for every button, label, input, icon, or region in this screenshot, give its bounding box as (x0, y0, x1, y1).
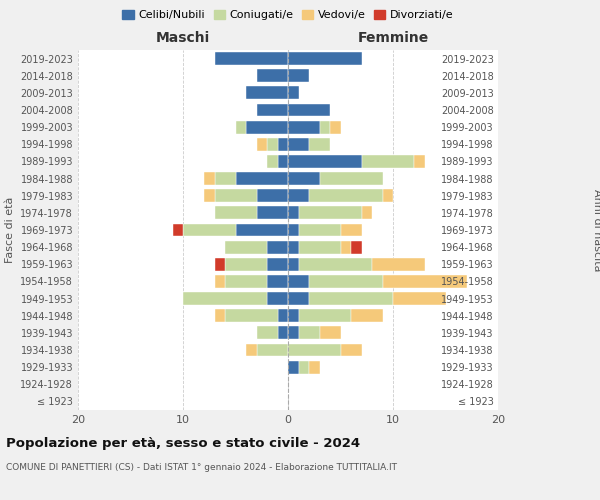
Bar (330, 120, 341, 134)
Bar (225, 275, 267, 288)
Bar (277, 310, 288, 322)
Bar (393, 292, 445, 305)
Bar (299, 310, 351, 322)
Bar (288, 275, 309, 288)
Bar (288, 206, 299, 220)
Bar (299, 258, 372, 270)
Bar (173, 224, 183, 236)
Bar (341, 224, 361, 236)
Bar (235, 120, 246, 134)
Bar (277, 155, 288, 168)
Bar (257, 326, 277, 340)
Bar (341, 240, 351, 254)
Bar (288, 70, 309, 82)
Bar (277, 326, 288, 340)
Bar (288, 104, 330, 117)
Y-axis label: Fasce di età: Fasce di età (5, 197, 15, 263)
Bar (246, 344, 257, 356)
Text: COMUNE DI PANETTIERI (CS) - Dati ISTAT 1° gennaio 2024 - Elaborazione TUTTITALIA: COMUNE DI PANETTIERI (CS) - Dati ISTAT 1… (6, 462, 397, 471)
Bar (288, 52, 361, 65)
Bar (299, 240, 341, 254)
Bar (288, 344, 341, 356)
Bar (267, 138, 277, 150)
Bar (267, 240, 288, 254)
Bar (267, 155, 277, 168)
Bar (225, 310, 277, 322)
Bar (288, 86, 299, 100)
Bar (257, 70, 288, 82)
Bar (288, 326, 299, 340)
Bar (215, 172, 235, 185)
Bar (309, 138, 330, 150)
Bar (288, 224, 299, 236)
Bar (215, 206, 257, 220)
Bar (235, 172, 288, 185)
Bar (288, 138, 309, 150)
Bar (341, 344, 361, 356)
Bar (246, 120, 288, 134)
Bar (361, 206, 372, 220)
Bar (309, 275, 383, 288)
Bar (215, 275, 225, 288)
Bar (257, 206, 288, 220)
Text: Femmine: Femmine (358, 31, 428, 45)
Bar (288, 190, 309, 202)
Bar (225, 258, 267, 270)
Bar (372, 258, 425, 270)
Bar (299, 326, 320, 340)
Bar (288, 258, 299, 270)
Bar (183, 292, 267, 305)
Bar (288, 120, 320, 134)
Bar (225, 240, 267, 254)
Bar (299, 360, 309, 374)
Bar (383, 190, 393, 202)
Bar (288, 240, 299, 254)
Text: Maschi: Maschi (156, 31, 210, 45)
Bar (215, 190, 257, 202)
Bar (267, 258, 288, 270)
Bar (235, 224, 288, 236)
Bar (246, 86, 288, 100)
Bar (204, 190, 215, 202)
Bar (320, 326, 341, 340)
Bar (257, 344, 288, 356)
Bar (267, 292, 288, 305)
Bar (288, 172, 320, 185)
Bar (351, 310, 383, 322)
Bar (215, 52, 288, 65)
Bar (351, 240, 361, 254)
Text: Anni di nascita: Anni di nascita (592, 188, 600, 271)
Bar (299, 206, 361, 220)
Bar (277, 138, 288, 150)
Bar (361, 155, 414, 168)
Bar (257, 104, 288, 117)
Bar (288, 310, 299, 322)
Text: Popolazione per età, sesso e stato civile - 2024: Popolazione per età, sesso e stato civil… (6, 438, 360, 450)
Bar (309, 190, 383, 202)
Bar (320, 172, 383, 185)
Bar (309, 360, 320, 374)
Bar (309, 292, 393, 305)
Bar (257, 138, 267, 150)
Bar (257, 190, 288, 202)
Legend: Celibi/Nubili, Coniugati/e, Vedovi/e, Divorziati/e: Celibi/Nubili, Coniugati/e, Vedovi/e, Di… (118, 6, 458, 25)
Bar (414, 155, 425, 168)
Bar (288, 292, 309, 305)
Bar (267, 275, 288, 288)
Bar (215, 310, 225, 322)
Bar (320, 120, 330, 134)
Bar (183, 224, 235, 236)
Bar (288, 360, 299, 374)
Bar (215, 258, 225, 270)
Bar (299, 224, 341, 236)
Bar (383, 275, 467, 288)
Bar (288, 155, 361, 168)
Bar (204, 172, 215, 185)
